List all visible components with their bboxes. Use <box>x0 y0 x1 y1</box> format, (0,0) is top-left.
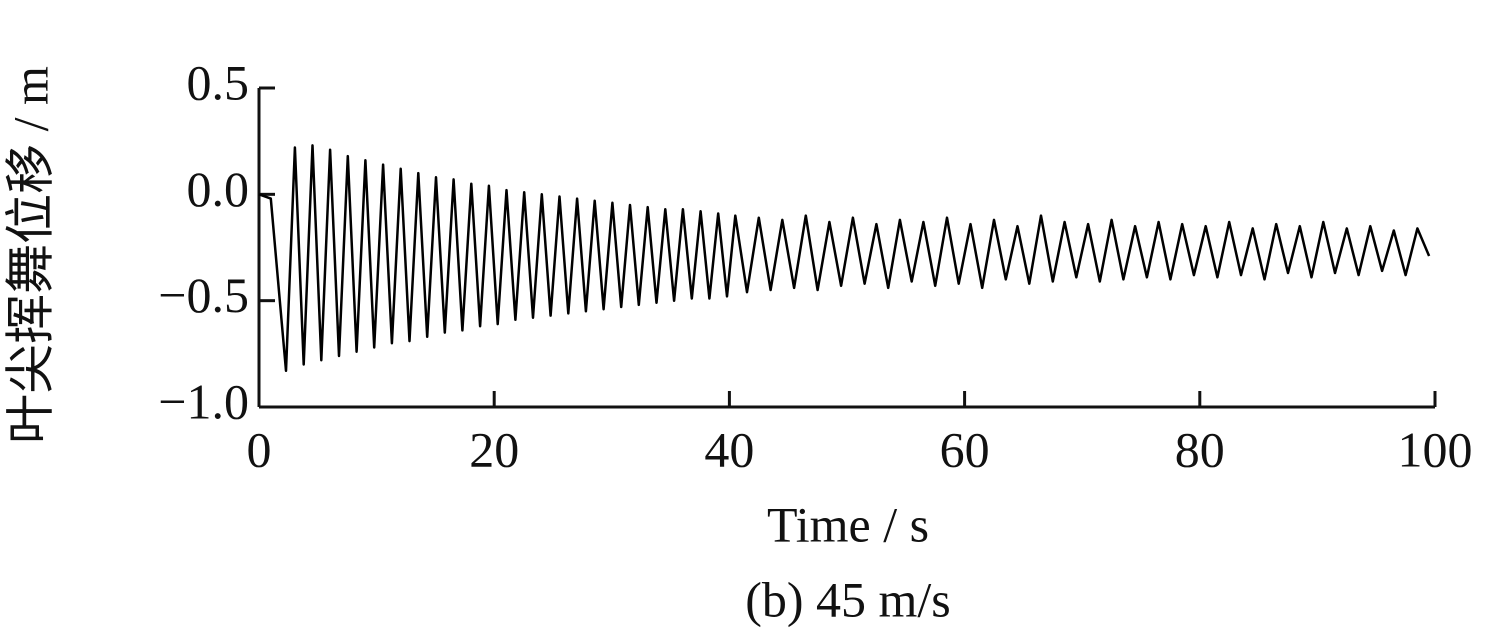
y-tick-label: 0.0 <box>187 161 250 217</box>
x-axis-label: Time / s <box>767 496 929 552</box>
y-tick-label: −1.0 <box>158 373 249 429</box>
x-tick-label: 0 <box>247 421 272 477</box>
x-tick-label: 100 <box>1398 421 1473 477</box>
y-axis-label: 叶尖挥舞位移 / m <box>2 66 58 444</box>
x-tick-label: 20 <box>469 421 519 477</box>
x-tick-label: 80 <box>1175 421 1225 477</box>
y-tick-label: 0.5 <box>187 54 250 110</box>
y-tick-label: −0.5 <box>158 267 249 323</box>
data-line <box>258 144 1431 373</box>
caption: (b) 45 m/s <box>745 571 951 627</box>
x-tick-label: 60 <box>940 421 990 477</box>
x-tick-label: 40 <box>704 421 754 477</box>
